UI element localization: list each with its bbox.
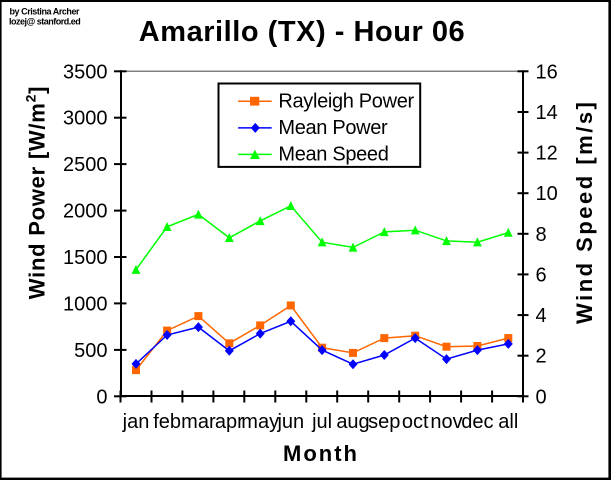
svg-text:feb: feb: [153, 411, 181, 433]
svg-text:0: 0: [96, 386, 107, 408]
svg-text:nov: nov: [430, 411, 462, 433]
svg-text:sep: sep: [368, 411, 400, 433]
svg-text:12: 12: [536, 143, 558, 165]
svg-text:Amarillo (TX) - Hour 06: Amarillo (TX) - Hour 06: [139, 16, 465, 48]
svg-text:2500: 2500: [63, 154, 108, 176]
svg-text:3500: 3500: [63, 61, 108, 83]
svg-text:6: 6: [536, 264, 547, 286]
svg-text:jan: jan: [122, 411, 150, 433]
svg-text:1000: 1000: [63, 293, 108, 315]
svg-text:14: 14: [536, 102, 558, 124]
svg-text:16: 16: [536, 61, 558, 83]
svg-text:jun: jun: [276, 411, 304, 433]
svg-text:oct: oct: [402, 411, 429, 433]
svg-text:jul: jul: [311, 411, 332, 433]
svg-text:4: 4: [536, 305, 547, 327]
svg-text:10: 10: [536, 183, 558, 205]
svg-text:500: 500: [74, 340, 107, 362]
svg-text:lozej@ stanford.ed: lozej@ stanford.ed: [9, 17, 80, 27]
svg-text:Wind Speed [m/s]: Wind Speed [m/s]: [572, 100, 597, 324]
svg-text:3000: 3000: [63, 108, 108, 130]
svg-text:may: may: [241, 411, 279, 433]
svg-text:0: 0: [536, 386, 547, 408]
svg-text:Month: Month: [283, 441, 359, 466]
svg-text:Mean Speed: Mean Speed: [278, 144, 388, 166]
svg-text:by Cristina Archer: by Cristina Archer: [10, 7, 81, 17]
svg-text:8: 8: [536, 224, 547, 246]
svg-text:1500: 1500: [63, 247, 108, 269]
svg-text:Wind Power [W/m2]: Wind Power [W/m2]: [23, 86, 50, 299]
svg-text:mar: mar: [181, 411, 216, 433]
svg-text:2: 2: [536, 346, 547, 368]
svg-text:aug: aug: [336, 411, 369, 433]
svg-text:2000: 2000: [63, 201, 108, 223]
svg-text:Rayleigh Power: Rayleigh Power: [278, 90, 414, 112]
svg-text:apr: apr: [215, 411, 244, 433]
svg-text:Mean Power: Mean Power: [278, 117, 388, 139]
svg-text:dec: dec: [461, 411, 493, 433]
svg-text:all: all: [498, 411, 518, 433]
